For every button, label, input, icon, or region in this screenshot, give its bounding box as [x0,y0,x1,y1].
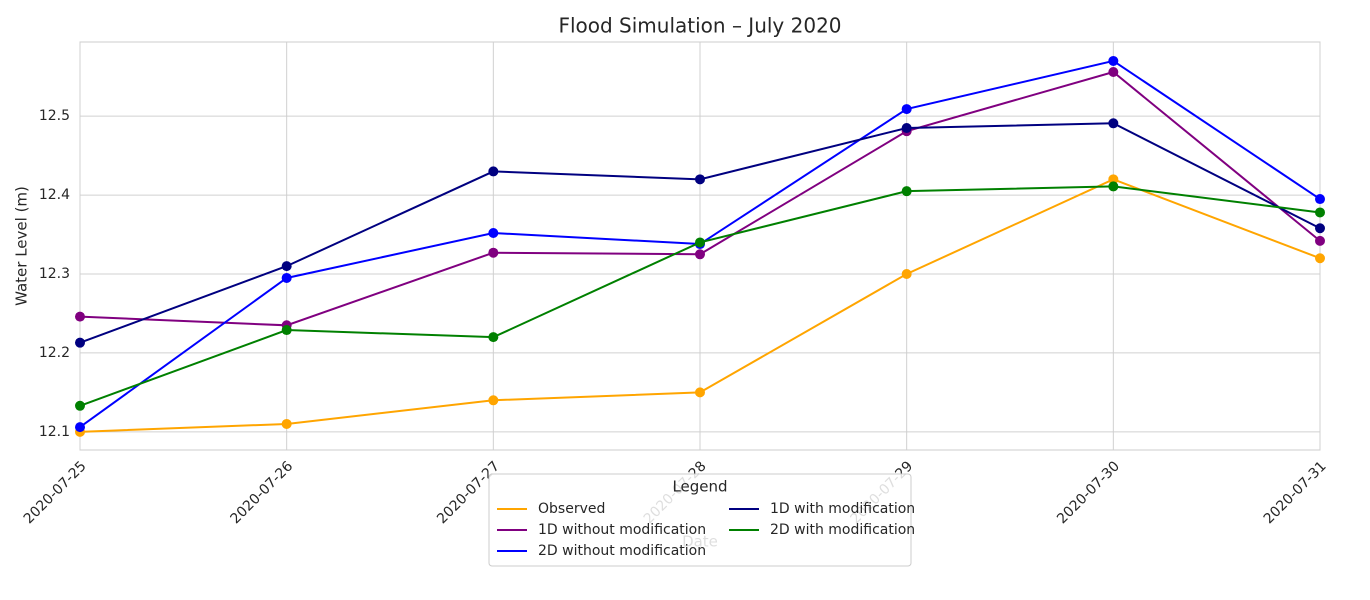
x-tick-label: 2020-07-26 [227,458,296,527]
data-point [695,387,705,398]
data-point [695,237,705,248]
data-point [901,186,912,197]
data-point [901,104,912,115]
data-point [488,166,499,177]
x-tick-label: 2020-07-25 [21,458,90,527]
chart-title: Flood Simulation – July 2020 [558,14,841,38]
data-point [1108,66,1119,77]
data-point [1108,118,1119,129]
data-point [75,337,85,348]
data-point [695,249,705,260]
data-point [281,261,292,272]
data-point [488,332,499,343]
data-point [901,123,912,134]
data-point [488,247,499,258]
legend-box [488,473,912,567]
data-point [1315,207,1325,218]
y-tick-label: 12.3 [39,266,70,282]
legend-label: 1D without modification [538,522,706,538]
legend: Legend Observed 1D without modification 2D … [488,473,915,567]
x-tick-label: 2020-07-30 [1054,458,1123,527]
data-point [488,227,499,238]
legend-label: 1D with modification [770,501,915,517]
y-tick-label: 12.5 [39,108,70,124]
data-point [1108,181,1119,192]
legend-label: 2D with modification [770,522,915,538]
data-point [1315,194,1325,205]
y-axis-label: Water Level (m) [13,186,31,306]
data-point [695,174,705,185]
data-point [1108,174,1119,185]
data-point [1315,235,1325,246]
y-tick-label: 12.1 [39,424,70,440]
data-point [281,272,292,283]
x-tick-label: 2020-07-31 [1261,458,1330,527]
data-point [1315,223,1325,234]
data-point [281,325,292,336]
data-point [75,400,85,411]
y-tick-label: 12.2 [39,345,70,361]
data-point [75,422,85,433]
legend-title: Legend [672,478,727,496]
data-point [901,269,912,280]
y-tick-label: 12.4 [39,187,70,203]
data-point [1108,55,1119,66]
data-point [281,418,292,429]
data-point [1315,253,1325,264]
data-point [75,311,85,322]
data-point [488,395,499,406]
legend-label: 2D without modification [538,543,706,559]
legend-label: Observed [538,501,605,517]
